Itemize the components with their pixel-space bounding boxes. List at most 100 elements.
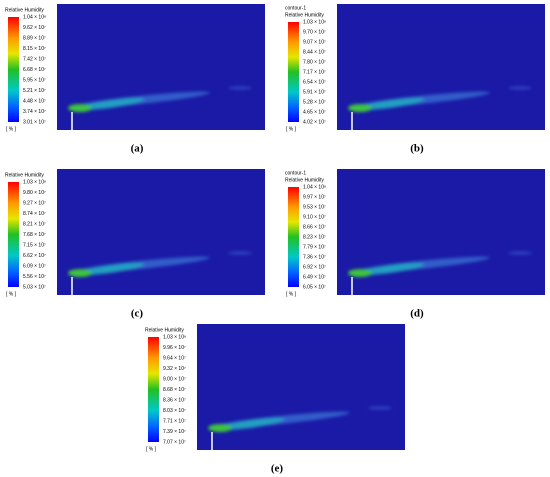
colorbar-label: 9.00 × 10⁷ — [163, 376, 186, 382]
colorbar-label: 5.95 × 10⁷ — [23, 77, 46, 83]
caption: (c) — [131, 308, 144, 320]
plume-far — [508, 86, 532, 90]
colorbar-label: 8.74 × 10⁷ — [23, 211, 46, 217]
contour-domain — [57, 4, 265, 130]
colorbar-label: 1.03 × 10⁸ — [23, 179, 46, 185]
plume-core — [348, 104, 372, 112]
colorbar-label: 7.68 × 10⁷ — [23, 232, 46, 238]
plume — [348, 86, 532, 112]
colorbar-label: 1.04 × 10⁸ — [303, 184, 326, 190]
contour-domain — [57, 169, 265, 295]
colorbar-label: 7.79 × 10⁷ — [303, 244, 326, 250]
colorbar-label: 7.39 × 10⁷ — [163, 429, 186, 435]
colorbar-label: 8.23 × 10⁷ — [303, 234, 326, 240]
colorbar-label: 7.07 × 10⁷ — [163, 439, 186, 445]
legend-title: Relative Humidity — [5, 7, 44, 13]
colorbar-label: 5.03 × 10⁷ — [23, 284, 46, 290]
colorbar-label: 9.70 × 10⁷ — [303, 29, 326, 35]
colorbar-label: 8.44 × 10⁷ — [303, 49, 326, 55]
colorbar-label: 7.80 × 10⁷ — [303, 59, 326, 65]
colorbar — [8, 17, 19, 122]
colorbar — [288, 187, 299, 287]
plume-core — [68, 104, 92, 112]
colorbar-label: 9.96 × 10⁷ — [163, 345, 186, 351]
colorbar-label: 6.92 × 10⁷ — [303, 264, 326, 270]
colorbar-label: 6.05 × 10⁷ — [303, 284, 326, 290]
legend-title: Relative Humidity — [145, 327, 184, 333]
plume-far — [508, 251, 532, 255]
plume-streak — [355, 97, 425, 111]
legend-title: Relative Humidity — [285, 177, 324, 183]
colorbar-label: 6.09 × 10⁷ — [23, 263, 46, 269]
colorbar-label: 9.62 × 10⁷ — [23, 25, 46, 31]
colorbar-label: 1.03 × 10⁸ — [303, 19, 326, 25]
plume-far — [368, 406, 392, 410]
plume-streak — [215, 417, 285, 431]
colorbar-label: 9.27 × 10⁷ — [23, 200, 46, 206]
colorbar-label: 1.04 × 10⁸ — [23, 14, 46, 20]
colorbar-label: 9.32 × 10⁷ — [163, 366, 186, 372]
colorbar-label: 9.53 × 10⁷ — [303, 204, 326, 210]
colorbar-label: 6.62 × 10⁷ — [23, 253, 46, 259]
colorbar-label: 5.91 × 10⁷ — [303, 89, 326, 95]
colorbar-label: 7.15 × 10⁷ — [23, 242, 46, 248]
plume — [68, 86, 252, 112]
colorbar-label: 4.48 × 10⁷ — [23, 98, 46, 104]
unit-label: [ % ] — [6, 291, 17, 297]
colorbar-label: 9.07 × 10⁷ — [303, 39, 326, 45]
plume-streak — [75, 262, 145, 276]
colorbar — [288, 22, 299, 122]
plume-streak — [75, 97, 145, 111]
colorbar-label: 3.74 × 10⁷ — [23, 109, 46, 115]
colorbar-label: 5.28 × 10⁷ — [303, 99, 326, 105]
plume — [348, 251, 532, 277]
colorbar-label: 5.21 × 10⁷ — [23, 88, 46, 94]
plume-core — [208, 424, 232, 432]
colorbar-label: 6.68 × 10⁷ — [23, 67, 46, 73]
colorbar-label: 9.80 × 10⁷ — [23, 190, 46, 196]
legend-header: contour-1 — [285, 170, 306, 176]
legend-title: Relative Humidity — [5, 172, 44, 178]
colorbar-label: 4.02 × 10⁷ — [303, 119, 326, 125]
legend-header: contour-1 — [285, 5, 306, 11]
colorbar-label: 9.97 × 10⁷ — [303, 194, 326, 200]
unit-label: [ % ] — [146, 446, 157, 452]
caption: (b) — [410, 143, 424, 155]
colorbar-label: 3.01 × 10⁷ — [23, 119, 46, 125]
legend-title: Relative Humidity — [285, 12, 324, 18]
plume — [68, 251, 252, 277]
plume-far — [228, 251, 252, 255]
colorbar-label: 8.68 × 10⁷ — [163, 387, 186, 393]
colorbar-label: 5.56 × 10⁷ — [23, 274, 46, 280]
colorbar-label: 7.42 × 10⁷ — [23, 56, 46, 62]
contour-domain — [337, 169, 545, 295]
colorbar-label: 1.03 × 10⁸ — [163, 334, 186, 340]
colorbar-label: 7.36 × 10⁷ — [303, 254, 326, 260]
colorbar-label: 8.03 × 10⁷ — [163, 408, 186, 414]
colorbar-label: 6.54 × 10⁷ — [303, 79, 326, 85]
colorbar-label: 8.21 × 10⁷ — [23, 221, 46, 227]
unit-label: [ % ] — [286, 126, 297, 132]
colorbar-label: 7.17 × 10⁷ — [303, 69, 326, 75]
colorbar-label: 9.64 × 10⁷ — [163, 355, 186, 361]
caption: (a) — [131, 143, 144, 155]
colorbar-label: 8.15 × 10⁷ — [23, 46, 46, 52]
plume — [208, 406, 392, 432]
colorbar-label: 6.49 × 10⁷ — [303, 274, 326, 280]
plume-far — [228, 86, 252, 90]
plume-streak — [355, 262, 425, 276]
caption: (d) — [410, 308, 424, 320]
contour-domain — [197, 324, 405, 450]
unit-label: [ % ] — [6, 126, 17, 132]
contour-domain — [337, 4, 545, 130]
caption: (e) — [271, 463, 284, 475]
plume-core — [68, 269, 92, 277]
colorbar — [8, 182, 19, 287]
colorbar-label: 9.10 × 10⁷ — [303, 214, 326, 220]
